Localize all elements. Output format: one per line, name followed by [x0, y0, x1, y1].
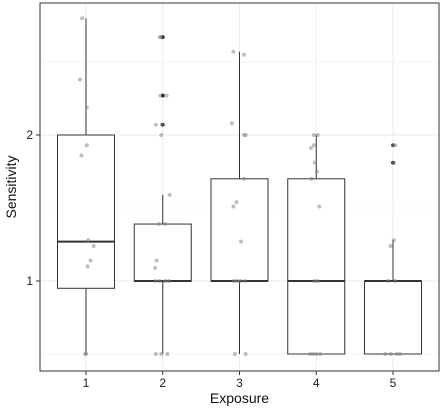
data-point	[156, 222, 161, 227]
box-iqr	[364, 280, 422, 355]
data-point	[394, 352, 399, 356]
box-iqr	[287, 178, 346, 355]
data-point	[165, 352, 170, 356]
y-axis-title: Sensitivity	[3, 155, 19, 218]
data-point	[311, 352, 316, 356]
data-point	[391, 143, 395, 148]
data-point	[84, 352, 88, 356]
data-point	[163, 279, 168, 283]
data-point	[315, 279, 320, 283]
data-point	[232, 352, 237, 356]
box-iqr	[57, 134, 115, 289]
data-point	[315, 169, 320, 174]
data-point	[318, 352, 323, 356]
data-point	[159, 133, 164, 137]
box-iqr	[133, 223, 192, 282]
box-4	[287, 135, 346, 355]
data-point	[159, 35, 164, 40]
data-point	[311, 133, 316, 137]
data-point	[397, 352, 402, 356]
data-point	[311, 143, 316, 148]
data-point	[167, 192, 172, 197]
x-axis-title: Exposure	[210, 390, 269, 406]
data-point	[91, 243, 96, 248]
data-point	[242, 176, 247, 181]
data-point	[234, 200, 239, 205]
data-point	[157, 279, 162, 283]
data-point	[309, 176, 314, 181]
data-point	[235, 279, 240, 283]
box-1	[57, 18, 115, 354]
data-point	[243, 133, 248, 137]
axis-ticks: 1 2 1 2 3 4 5	[26, 128, 396, 390]
data-point	[84, 143, 89, 148]
data-point	[79, 153, 84, 158]
data-point	[242, 279, 247, 283]
x-tick-label: 1	[83, 376, 90, 390]
data-point	[86, 238, 91, 243]
data-point	[243, 352, 248, 356]
points	[77, 16, 402, 356]
data-point	[164, 93, 169, 98]
x-tick-label: 5	[390, 376, 397, 390]
data-point	[312, 279, 317, 283]
box-5	[364, 143, 422, 355]
data-point	[238, 279, 243, 283]
data-point	[153, 352, 158, 356]
data-point	[154, 258, 159, 263]
data-point	[80, 16, 85, 21]
data-point	[88, 258, 93, 263]
data-point	[153, 122, 158, 127]
data-point	[383, 352, 388, 356]
data-point	[391, 160, 396, 165]
data-point	[159, 122, 164, 127]
x-tick-label: 3	[236, 376, 243, 390]
data-point	[229, 121, 234, 126]
x-tick-label: 4	[313, 376, 320, 390]
data-point	[386, 279, 391, 283]
data-point	[153, 279, 158, 283]
data-point	[308, 352, 313, 356]
data-point	[391, 238, 396, 243]
data-point	[232, 279, 237, 283]
y-tick-label: 1	[26, 274, 33, 288]
data-point	[158, 93, 163, 98]
data-point	[315, 133, 320, 137]
data-point	[312, 160, 317, 165]
x-tick-label: 2	[159, 376, 166, 390]
data-point	[163, 222, 168, 227]
data-point	[317, 204, 322, 209]
data-point	[159, 352, 164, 356]
data-point	[314, 352, 319, 356]
box-iqr	[210, 178, 269, 282]
data-point	[308, 146, 313, 151]
data-point	[166, 279, 171, 283]
data-point	[239, 239, 244, 244]
data-point	[231, 49, 236, 54]
data-point	[393, 279, 398, 283]
data-point	[388, 352, 393, 356]
data-point	[388, 243, 393, 248]
data-point	[84, 105, 89, 110]
data-point	[153, 265, 158, 270]
data-point	[77, 77, 82, 82]
y-tick-label: 2	[26, 128, 33, 142]
data-point	[231, 204, 236, 209]
data-point	[85, 264, 90, 269]
data-point	[242, 52, 247, 57]
box-2	[133, 35, 192, 354]
